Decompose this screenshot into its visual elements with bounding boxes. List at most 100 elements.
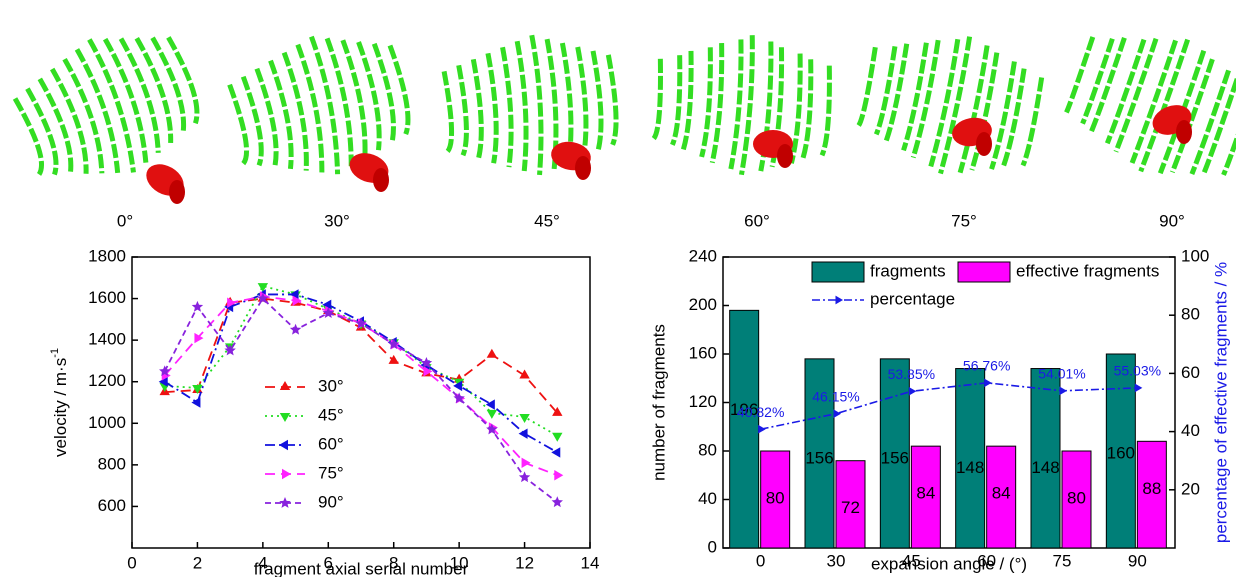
- y-axis-title-text: velocity / m·s: [51, 358, 70, 457]
- fragment-stripe: [1138, 38, 1191, 173]
- y2-axis-title: percentage of effective fragments / %: [1211, 262, 1230, 543]
- y-tick-label: 1200: [88, 371, 126, 390]
- legend-marker: [279, 497, 291, 508]
- x-axis-title: fragment axial serial number: [254, 559, 469, 577]
- warhead-tail: [976, 132, 992, 156]
- fragment-stripe: [281, 51, 309, 171]
- value-label: 148: [1031, 458, 1059, 477]
- fragment-stripe: [910, 39, 941, 159]
- marker: [388, 338, 400, 350]
- fragment-stripe: [739, 35, 755, 176]
- value-label: 80: [766, 488, 785, 507]
- marker: [420, 357, 433, 368]
- marker: [552, 432, 563, 442]
- bar: [910, 445, 941, 549]
- value-label: 55.03%: [1114, 363, 1161, 379]
- x-tick-label: 12: [515, 553, 534, 572]
- render: [651, 35, 832, 176]
- fragment-stripe: [1169, 58, 1215, 174]
- legend-label: 75°: [318, 463, 344, 482]
- marker: [257, 283, 269, 293]
- fragment-stripe: [371, 42, 396, 143]
- fragment-stripe: [728, 39, 744, 170]
- fragment-stripe: [590, 50, 604, 152]
- y-tick-label: 120: [689, 392, 717, 411]
- fragment-stripe: [1080, 37, 1115, 125]
- legend-label: 60°: [318, 434, 344, 453]
- value-label: 80: [1067, 488, 1086, 507]
- bar: [986, 445, 1017, 549]
- x-tick-label: 8: [389, 553, 398, 572]
- legend-label: percentage: [870, 289, 955, 308]
- legend-label: effective fragments: [1016, 261, 1159, 280]
- marker: [453, 380, 463, 392]
- bar: [760, 450, 791, 549]
- value-label: 84: [916, 484, 935, 503]
- marker: [908, 386, 917, 396]
- fragment-stripe: [37, 77, 74, 175]
- series-line: [164, 297, 558, 414]
- y2-tick-label: 40: [1181, 421, 1200, 440]
- y-tick-label: 1600: [88, 288, 126, 307]
- fragment-stripe: [1088, 37, 1127, 134]
- marker: [322, 307, 334, 318]
- value-label: 54.01%: [1038, 366, 1085, 382]
- value-label: 156: [805, 448, 833, 467]
- legend-label: 30°: [318, 376, 344, 395]
- value-label: 40.82%: [737, 404, 784, 420]
- x-tick-label: 6: [324, 553, 333, 572]
- bar: [835, 460, 866, 549]
- fragment-stripe: [575, 46, 589, 158]
- bar: [1061, 450, 1092, 549]
- marker: [453, 392, 465, 404]
- fragment-stripe: [12, 97, 44, 177]
- bar: [1030, 368, 1061, 549]
- marker: [423, 366, 433, 377]
- value-label: 196: [730, 400, 758, 419]
- x-tick-label: 60: [977, 551, 996, 570]
- legend-label: fragments: [870, 261, 946, 280]
- bar: [1105, 353, 1136, 549]
- fragment-stripe: [324, 37, 354, 167]
- fragment-stripe: [134, 36, 174, 144]
- render: [1064, 36, 1236, 176]
- x-tick-label: 90: [1128, 551, 1147, 570]
- warhead-tail: [373, 168, 389, 192]
- marker: [1134, 383, 1143, 393]
- fragment-stripe: [873, 45, 898, 136]
- y-tick-label: 40: [698, 489, 717, 508]
- bar: [1136, 440, 1167, 549]
- fragment-stripe: [1104, 38, 1147, 145]
- render-label: 90°: [1159, 211, 1185, 230]
- fragment-stripe: [969, 52, 1000, 171]
- marker: [551, 447, 561, 458]
- marker: [289, 323, 302, 335]
- fragment-stripe: [227, 83, 250, 166]
- render-label: 45°: [534, 211, 560, 230]
- marker: [1059, 386, 1067, 396]
- marker: [292, 295, 302, 306]
- value-label: 56.76%: [963, 358, 1010, 374]
- y2-tick-label: 100: [1181, 246, 1209, 265]
- value-label: 84: [992, 484, 1011, 503]
- marker: [518, 471, 531, 483]
- y-tick-label: 160: [689, 343, 717, 362]
- fragment-stripe: [699, 47, 713, 158]
- fragment-stripe: [1221, 89, 1236, 176]
- marker: [191, 397, 201, 408]
- y-tick-label: 240: [689, 246, 717, 265]
- legend-marker: [279, 381, 291, 390]
- value-label: 46.15%: [812, 388, 859, 404]
- x-axis-title: expansion angle / (°): [871, 554, 1027, 573]
- y-tick-label: 1400: [88, 330, 126, 349]
- marker: [519, 414, 530, 424]
- marker: [486, 423, 498, 435]
- fragment-stripe: [254, 67, 279, 168]
- x-tick-label: 0: [127, 553, 136, 572]
- y-tick-label: 800: [98, 454, 126, 473]
- marker: [551, 496, 563, 508]
- value-label: 53.85%: [888, 366, 935, 382]
- fragment-stripe: [680, 50, 694, 152]
- fragment-stripe: [500, 46, 514, 168]
- bar: [804, 358, 835, 549]
